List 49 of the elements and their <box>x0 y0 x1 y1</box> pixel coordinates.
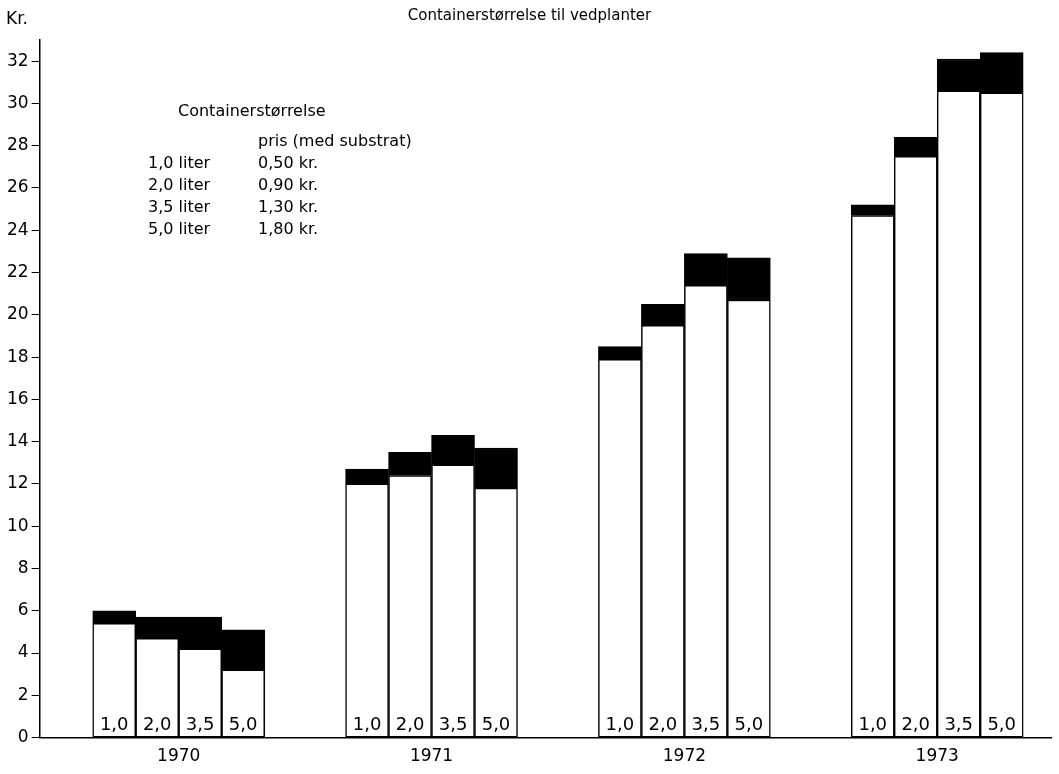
x-tick-label: 1970 <box>157 745 201 766</box>
chart-title: Containerstørrelse til vedplanter <box>407 6 652 24</box>
annotation: 2,0 liter <box>148 174 212 196</box>
y-tick-label: 24 <box>6 218 29 239</box>
y-tick-label: 2 <box>17 683 29 704</box>
y-tick-label: 26 <box>6 176 29 197</box>
y-tick-label: 8 <box>17 556 29 577</box>
annotation: 1,0 <box>352 713 382 735</box>
annotation: 2,0 <box>901 713 931 735</box>
annotation: 5,0 <box>481 713 511 735</box>
annotation: 1,30 kr. <box>258 196 320 218</box>
y-tick-label: 28 <box>6 134 29 155</box>
y-tick-label: 30 <box>6 91 29 112</box>
annotation: 1,80 kr. <box>258 218 320 240</box>
y-tick-label: 6 <box>17 599 29 620</box>
y-tick-label: 18 <box>6 345 29 366</box>
annotation: 5,0 <box>228 713 258 735</box>
annotation: 5,0 <box>734 713 764 735</box>
annotation: 2,0 <box>142 713 172 735</box>
annotation: 3,5 liter <box>148 196 212 218</box>
y-tick-label: 4 <box>17 641 29 662</box>
annotation: 5,0 <box>987 713 1017 735</box>
annotation: 1,0 liter <box>148 152 212 174</box>
annotation: 2,0 <box>395 713 425 735</box>
y-tick-label: 20 <box>6 303 29 324</box>
annotation: pris (med substrat) <box>258 130 412 152</box>
annotation: 3,5 <box>944 713 974 735</box>
x-tick-label: 1971 <box>409 745 454 766</box>
annotation: 2,0 <box>648 713 678 735</box>
y-tick-label: 16 <box>6 387 29 408</box>
y-tick-label: 32 <box>6 49 29 70</box>
y-tick-label: 14 <box>6 430 29 451</box>
y-tick-label: 12 <box>6 472 29 493</box>
annotation: 3,5 <box>185 713 215 735</box>
y-tick-label: 22 <box>6 260 29 281</box>
x-tick-label: 1972 <box>662 745 707 766</box>
y-tick-label: 0 <box>17 726 29 747</box>
annotation: 3,5 <box>691 713 721 735</box>
y-axis-title: Kr. <box>6 8 28 28</box>
annotation: 1,0 <box>858 713 888 735</box>
annotation: Containerstørrelse <box>178 100 327 122</box>
x-tick-label: 1973 <box>915 745 959 766</box>
annotation: 3,5 <box>438 713 468 735</box>
annotation: 5,0 liter <box>148 218 212 240</box>
annotation: 0,90 kr. <box>258 174 320 196</box>
annotation: 0,50 kr. <box>258 152 320 174</box>
annotation: 1,0 <box>605 713 635 735</box>
y-tick-label: 10 <box>6 514 29 535</box>
annotation: 1,0 <box>99 713 129 735</box>
